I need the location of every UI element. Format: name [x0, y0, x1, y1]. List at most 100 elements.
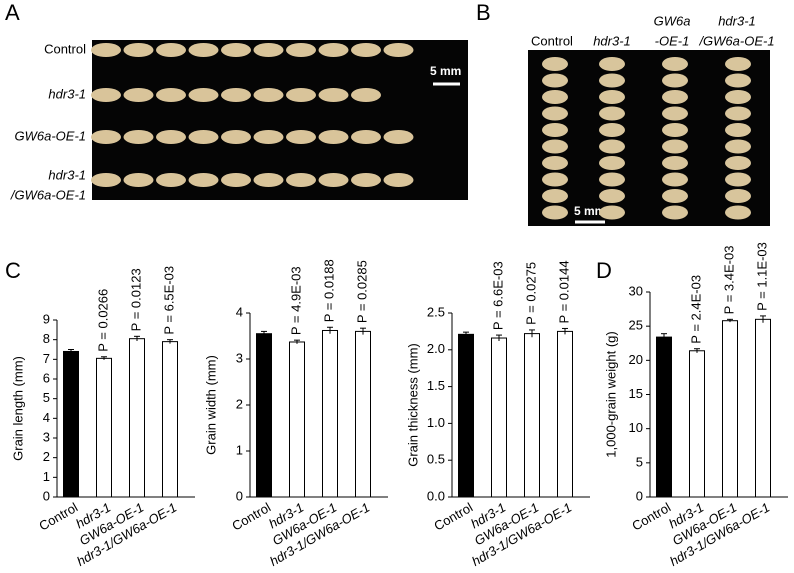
grain — [286, 88, 316, 102]
bar — [355, 330, 371, 498]
y-tick-label: 0 — [636, 488, 643, 503]
grain — [286, 173, 316, 187]
grain — [599, 106, 625, 121]
x-tick-label: Control — [629, 500, 673, 534]
x-tick-label: Control — [431, 500, 475, 534]
grain — [188, 43, 219, 57]
grain — [188, 88, 219, 102]
bar — [162, 341, 178, 498]
grain — [599, 73, 625, 88]
bar — [524, 333, 540, 498]
y-tick-label: 2.5 — [427, 304, 445, 319]
grain — [662, 139, 688, 154]
y-tick-label: 9 — [43, 311, 50, 326]
grain — [662, 156, 688, 170]
grain — [221, 88, 251, 102]
grain — [221, 173, 251, 187]
grain — [156, 130, 186, 144]
grain — [662, 57, 688, 71]
y-tick-label: 4 — [236, 304, 243, 319]
grain — [383, 130, 414, 144]
grain — [725, 90, 751, 104]
y-tick-label: 5 — [636, 454, 643, 469]
y-tick-label: 0 — [43, 488, 50, 503]
row-label: hdr3-1 — [48, 167, 86, 182]
y-tick-label: 8 — [43, 331, 50, 346]
column-label: hdr3-1 — [718, 13, 756, 28]
photo-a — [92, 40, 468, 200]
p-value: P = 0.0144 — [556, 260, 571, 323]
grain — [542, 139, 568, 154]
y-tick-label: 1 — [236, 442, 243, 457]
grain — [542, 205, 568, 220]
column-label: Control — [531, 33, 573, 48]
grain — [542, 189, 568, 203]
grain — [542, 90, 568, 104]
grain — [725, 172, 751, 187]
grain — [318, 130, 349, 144]
y-axis-title: Grain width (mm) — [203, 355, 218, 455]
grain — [318, 173, 349, 187]
bar — [458, 333, 474, 498]
y-tick-label: 7 — [43, 351, 50, 366]
grain — [725, 73, 751, 88]
row-label: /GW6a-OE-1 — [10, 187, 86, 202]
grain — [253, 43, 284, 57]
y-tick-label: 6 — [43, 370, 50, 385]
y-tick-label: 1 — [43, 469, 50, 484]
y-tick-label: 1.5 — [427, 378, 445, 393]
grain — [725, 156, 751, 170]
grain — [253, 173, 284, 187]
grain — [318, 43, 349, 57]
y-tick-label: 2 — [43, 449, 50, 464]
panel-letter: A — [5, 0, 20, 25]
grain — [286, 130, 316, 144]
grain — [662, 205, 688, 220]
bar — [557, 330, 573, 498]
scale-label: 5 mm — [574, 204, 605, 218]
y-tick-label: 25 — [629, 318, 643, 333]
bar — [129, 338, 145, 498]
panel-letter: C — [5, 258, 21, 283]
grain — [725, 57, 751, 71]
grain — [662, 106, 688, 121]
bar — [256, 333, 272, 498]
grain — [351, 43, 381, 57]
grain — [599, 90, 625, 104]
p-value: P = 0.0266 — [95, 289, 110, 352]
grain — [91, 88, 121, 102]
p-value: P = 6.6E-03 — [490, 261, 505, 330]
p-value: P = 4.9E-03 — [288, 266, 303, 335]
grain — [662, 90, 688, 104]
p-value: P = 0.0123 — [128, 268, 143, 331]
y-tick-label: 2.0 — [427, 341, 445, 356]
y-axis-title: 1,000-grain weight (g) — [603, 331, 618, 457]
grain — [599, 189, 625, 203]
bar — [289, 341, 305, 498]
grain — [123, 173, 154, 187]
grain — [599, 156, 625, 170]
grain — [123, 88, 154, 102]
grain — [253, 88, 284, 102]
y-tick-label: 3 — [236, 350, 243, 365]
y-tick-label: 3 — [43, 429, 50, 444]
y-axis-title: Grain length (mm) — [10, 356, 25, 461]
grain — [91, 43, 121, 57]
p-value: P = 0.0188 — [321, 259, 336, 322]
grain — [662, 73, 688, 88]
bar — [96, 357, 112, 498]
grain — [351, 173, 381, 187]
y-tick-label: 20 — [629, 352, 643, 367]
column-label: -OE-1 — [655, 33, 690, 48]
grain — [542, 57, 568, 71]
grain — [318, 88, 349, 102]
bar — [656, 336, 672, 498]
grain — [599, 172, 625, 187]
panel-letter: B — [476, 0, 491, 25]
grain — [188, 130, 219, 144]
grain — [725, 205, 751, 220]
y-tick-label: 10 — [629, 420, 643, 435]
y-tick-label: 30 — [629, 283, 643, 298]
grain — [542, 123, 568, 137]
